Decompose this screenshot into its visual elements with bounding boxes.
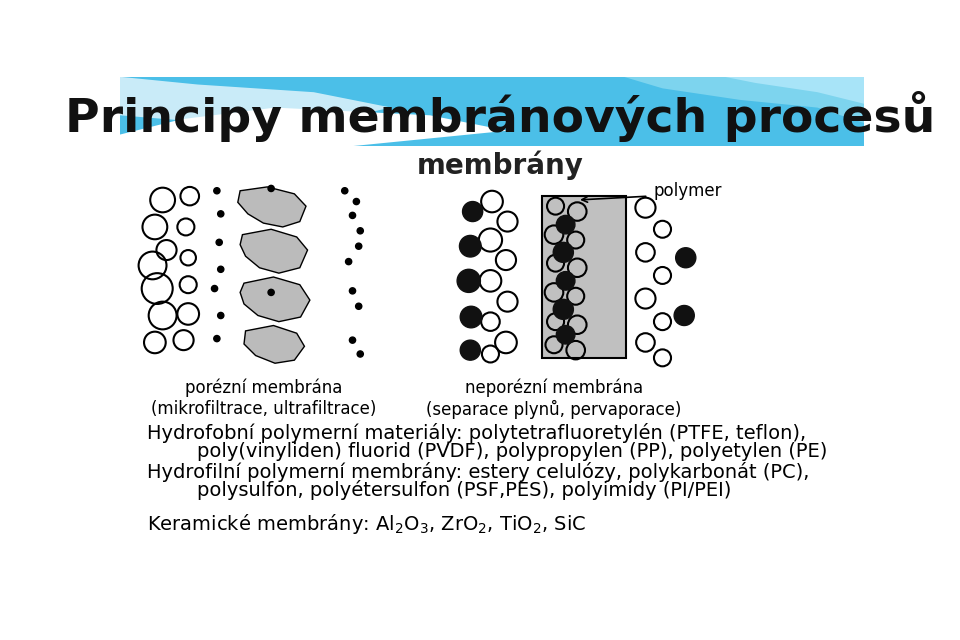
Circle shape <box>349 337 355 343</box>
Circle shape <box>457 269 480 292</box>
Circle shape <box>214 335 220 342</box>
Polygon shape <box>624 77 864 123</box>
Polygon shape <box>120 77 508 146</box>
Circle shape <box>460 236 481 257</box>
Polygon shape <box>238 187 306 227</box>
Circle shape <box>557 326 575 344</box>
Polygon shape <box>244 326 304 364</box>
Text: Hydrofilní polymerní membrány: estery celulózy, polykarbonát (PC),: Hydrofilní polymerní membrány: estery ce… <box>147 462 809 482</box>
Circle shape <box>214 188 220 194</box>
Circle shape <box>349 288 355 294</box>
Circle shape <box>460 307 482 328</box>
Text: Principy membránových procesů: Principy membránových procesů <box>64 92 935 142</box>
Text: membrány: membrány <box>417 150 583 180</box>
Circle shape <box>460 340 480 360</box>
Circle shape <box>268 186 275 191</box>
Text: polysulfon, polyétersulfon (PSF,PES), polyimidy (PI/PEI): polysulfon, polyétersulfon (PSF,PES), po… <box>147 480 732 500</box>
Circle shape <box>553 300 573 319</box>
Circle shape <box>553 243 573 262</box>
Circle shape <box>676 248 696 268</box>
Circle shape <box>357 228 363 234</box>
Circle shape <box>218 211 224 217</box>
Text: Hydrofobní polymerní materiály: polytetrafluoretylén (PTFE, teflon),: Hydrofobní polymerní materiály: polytetr… <box>147 423 806 444</box>
Bar <box>120 77 864 146</box>
Circle shape <box>463 202 483 221</box>
Circle shape <box>353 198 359 205</box>
Polygon shape <box>240 277 310 322</box>
Circle shape <box>355 243 362 249</box>
Circle shape <box>346 259 351 265</box>
Polygon shape <box>120 77 392 123</box>
Circle shape <box>557 216 575 234</box>
Circle shape <box>211 285 218 292</box>
Circle shape <box>355 303 362 309</box>
Circle shape <box>674 305 694 326</box>
Text: polymer: polymer <box>653 182 722 200</box>
Circle shape <box>268 289 275 296</box>
Circle shape <box>349 212 355 218</box>
Text: poly(vinyliden) fluorid (PVDF), polypropylen (PP), polyetylen (PE): poly(vinyliden) fluorid (PVDF), polyprop… <box>147 442 828 461</box>
Polygon shape <box>240 229 307 273</box>
Circle shape <box>357 351 363 357</box>
Circle shape <box>557 271 575 290</box>
Circle shape <box>216 239 223 245</box>
Text: porézní membrána
(mikrofiltrace, ultrafiltrace): porézní membrána (mikrofiltrace, ultrafi… <box>151 379 376 418</box>
Polygon shape <box>725 77 864 104</box>
Circle shape <box>218 312 224 319</box>
Text: Keramické membrány: Al$_2$O$_3$, ZrO$_2$, TiO$_2$, SiC: Keramické membrány: Al$_2$O$_3$, ZrO$_2$… <box>147 512 587 536</box>
Bar <box>542 196 626 358</box>
Text: neporézní membrána
(separace plynů, pervaporace): neporézní membrána (separace plynů, perv… <box>426 379 682 419</box>
Circle shape <box>218 266 224 273</box>
Circle shape <box>342 188 348 194</box>
